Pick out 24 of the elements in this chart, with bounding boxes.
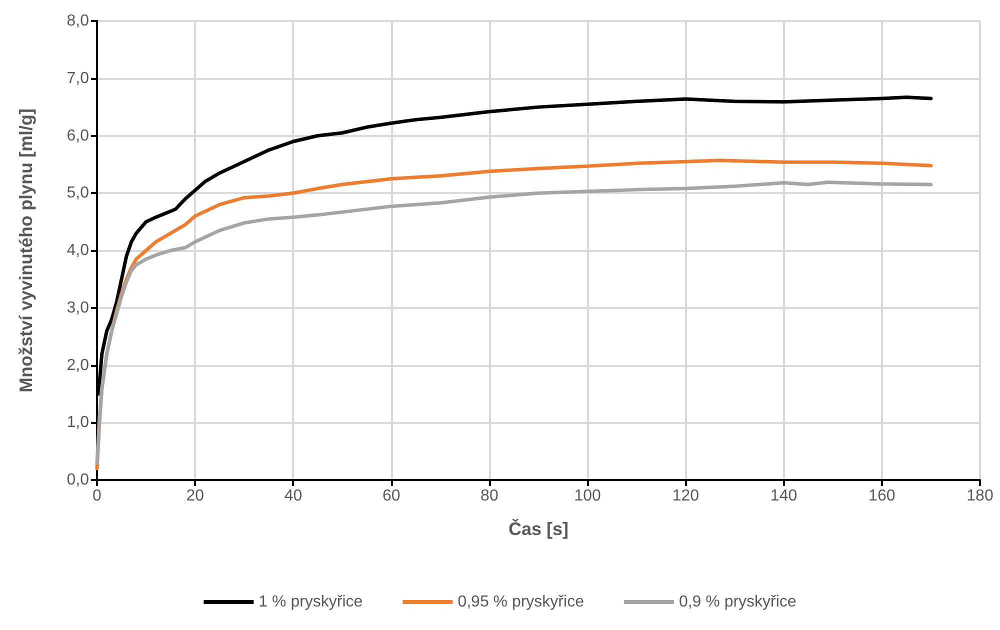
y-tick-label: 1,0 — [66, 414, 90, 432]
y-tick-label: 6,0 — [66, 127, 90, 144]
y-tick-label: 4,0 — [66, 242, 90, 259]
x-tick-label: 140 — [770, 488, 798, 504]
y-tick-label: 8,0 — [66, 12, 90, 30]
x-tick-label: 180 — [966, 488, 994, 504]
legend-label: 0,9 % pryskyřice — [678, 594, 796, 610]
x-tick-label: 60 — [382, 488, 400, 504]
legend-label: 1 % pryskyřice — [258, 594, 363, 610]
y-tick-label: 7,0 — [66, 70, 90, 87]
legend-label: 0,95 % pryskyřice — [458, 594, 584, 610]
y-tick-label: 3,0 — [66, 299, 90, 316]
x-tick-label: 40 — [284, 488, 302, 504]
y-tick-label: 2,0 — [66, 356, 90, 374]
y-tick-label: 0,0 — [66, 472, 90, 488]
y-tick-label: 5,0 — [66, 184, 90, 202]
x-tick-label: 100 — [574, 488, 601, 504]
x-tick-label: 0 — [92, 488, 102, 504]
x-tick-label: 80 — [480, 488, 498, 504]
y-axis-title: Množství vyvinutého plynu [ml/g] — [16, 108, 36, 393]
x-tick-label: 20 — [186, 488, 204, 504]
x-tick-label: 160 — [868, 488, 896, 504]
x-tick-label: 120 — [672, 488, 700, 504]
x-axis-title: Čas [s] — [508, 518, 569, 539]
